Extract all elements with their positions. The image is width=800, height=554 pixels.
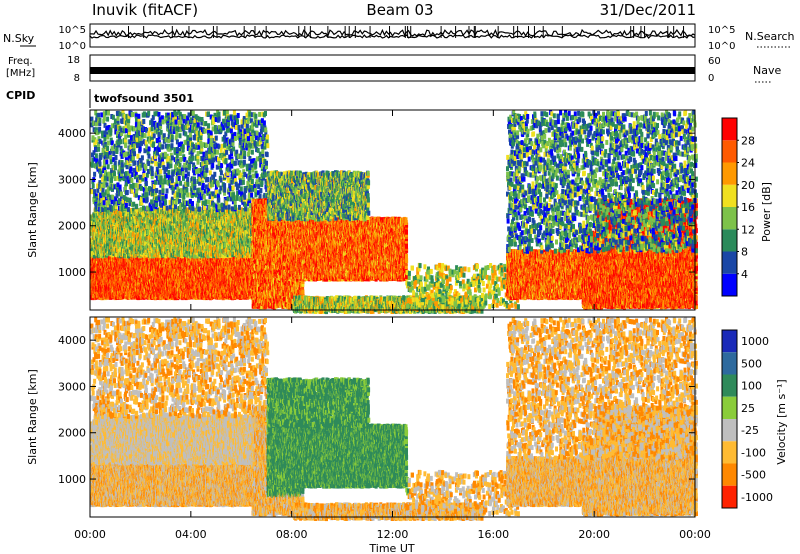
station-title: Inuvik (fitACF) <box>92 1 198 19</box>
freq-right-label: Nave <box>753 64 781 77</box>
freq-left-label-2: [MHz] <box>6 68 35 79</box>
freq-band <box>90 67 695 74</box>
freq-left-tick-top: 18 <box>67 55 80 66</box>
power-heatmap <box>90 110 698 314</box>
noise-right-tick-top: 10^5 <box>708 25 735 36</box>
freq-right-tick-top: 60 <box>708 56 721 67</box>
freq-left-tick-bottom: 8 <box>74 73 80 84</box>
noise-sky-line <box>90 30 695 36</box>
cpid-label: CPID <box>6 89 35 102</box>
noise-right-label: N.Search <box>745 30 795 43</box>
freq-left-label-1: Freq. <box>8 56 33 67</box>
noise-left-tick-bottom: 10^0 <box>59 41 86 52</box>
noise-left-label: N.Sky <box>3 32 35 45</box>
cpid-value: twofsound 3501 <box>94 92 194 105</box>
noise-left-tick-top: 10^5 <box>59 25 86 36</box>
noise-right-tick-bottom: 10^0 <box>708 41 735 52</box>
noise-lines <box>90 26 695 38</box>
beam-title: Beam 03 <box>366 1 433 19</box>
date-title: 31/Dec/2011 <box>600 1 696 19</box>
freq-right-tick-bottom: 0 <box>708 73 714 84</box>
